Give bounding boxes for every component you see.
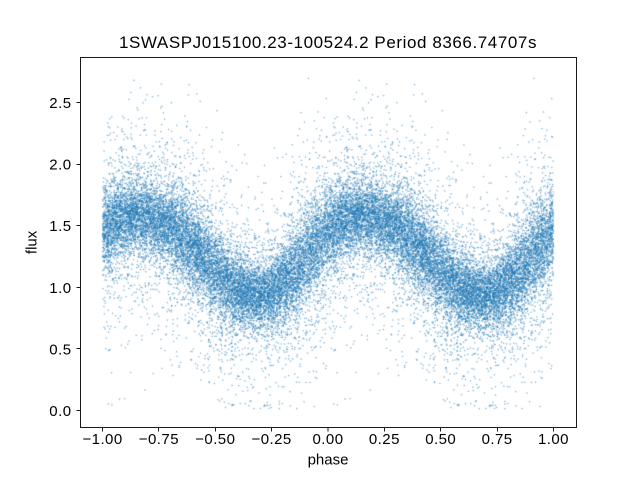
svg-text:flux: flux xyxy=(24,230,41,254)
svg-text:−0.75: −0.75 xyxy=(139,431,179,448)
svg-text:2.0: 2.0 xyxy=(49,157,71,174)
svg-text:1SWASPJ015100.23-100524.2 Peri: 1SWASPJ015100.23-100524.2 Period 8366.74… xyxy=(119,33,537,52)
svg-text:0.00: 0.00 xyxy=(313,431,344,448)
svg-text:1.00: 1.00 xyxy=(538,431,569,448)
svg-text:0.50: 0.50 xyxy=(425,431,456,448)
svg-text:−1.00: −1.00 xyxy=(82,431,122,448)
svg-text:1.5: 1.5 xyxy=(49,218,71,235)
svg-text:0.0: 0.0 xyxy=(49,403,71,420)
svg-text:phase: phase xyxy=(308,452,349,469)
svg-text:0.75: 0.75 xyxy=(482,431,513,448)
svg-text:−0.25: −0.25 xyxy=(251,431,291,448)
svg-text:0.5: 0.5 xyxy=(49,341,71,358)
svg-text:1.0: 1.0 xyxy=(49,280,71,297)
svg-text:2.5: 2.5 xyxy=(49,95,71,112)
svg-text:−0.50: −0.50 xyxy=(195,431,235,448)
svg-text:0.25: 0.25 xyxy=(369,431,400,448)
